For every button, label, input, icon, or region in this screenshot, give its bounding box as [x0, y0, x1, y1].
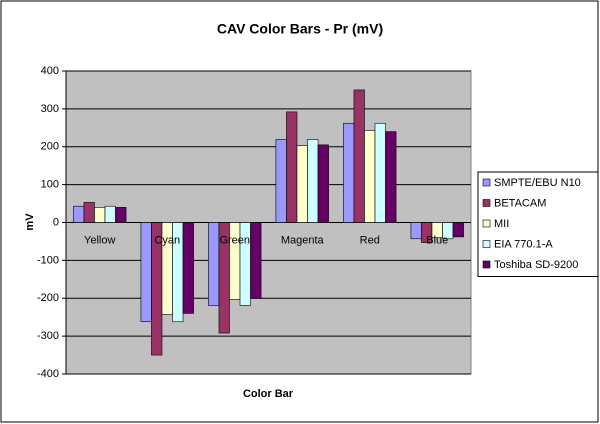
bar: [104, 205, 116, 223]
y-tick-label: 400: [41, 65, 59, 77]
y-tick-label: -400: [37, 368, 59, 380]
bar: [353, 89, 365, 223]
bar: [452, 222, 464, 238]
x-tick-label: Cyan: [154, 234, 180, 246]
legend-label: SMPTE/EBU N10: [494, 177, 581, 189]
legend-swatch: [482, 199, 491, 207]
x-tick-label: Blue: [426, 234, 448, 246]
y-tick-label: 300: [41, 103, 59, 115]
bar: [364, 130, 376, 223]
bar: [83, 202, 95, 223]
bar: [140, 222, 152, 323]
x-axis-title: Color Bar: [243, 388, 294, 400]
y-tick-label: 100: [41, 179, 59, 191]
legend-label: EIA 770.1-A: [494, 238, 553, 250]
x-tick-label: Green: [219, 234, 250, 246]
y-tick-label: -300: [37, 330, 59, 342]
x-tick-label: Red: [360, 234, 380, 246]
legend-swatch: [482, 260, 491, 269]
legend-label: Toshiba SD-9200: [494, 259, 578, 271]
x-tick-label: Yellow: [84, 234, 115, 246]
bar: [182, 222, 194, 314]
bar: [208, 222, 220, 306]
legend-box: [477, 171, 599, 277]
y-tick-label: 200: [41, 141, 59, 153]
bar: [410, 222, 422, 240]
y-tick-label: -200: [37, 292, 59, 304]
bar: [286, 111, 298, 223]
bar: [343, 122, 355, 223]
legend-swatch: [482, 219, 491, 228]
bar: [317, 144, 329, 223]
bar: [307, 139, 319, 223]
bar: [250, 222, 262, 299]
legend-swatch: [482, 240, 491, 248]
bar: [374, 122, 386, 223]
y-tick-label: 0: [53, 216, 59, 228]
y-tick-label: -100: [37, 254, 59, 266]
chart-title: CAV Color Bars - Pr (mV): [217, 21, 383, 37]
bar: [296, 145, 308, 223]
bar: [73, 205, 85, 223]
bar: [115, 207, 127, 223]
x-tick-label: Magenta: [281, 234, 325, 246]
bar: [385, 131, 397, 223]
y-axis-title: mV: [24, 213, 36, 231]
legend-label: MII: [494, 218, 509, 230]
bar: [275, 139, 287, 223]
bar: [94, 207, 106, 223]
legend-label: BETACAM: [494, 197, 546, 209]
legend-swatch: [482, 178, 491, 187]
